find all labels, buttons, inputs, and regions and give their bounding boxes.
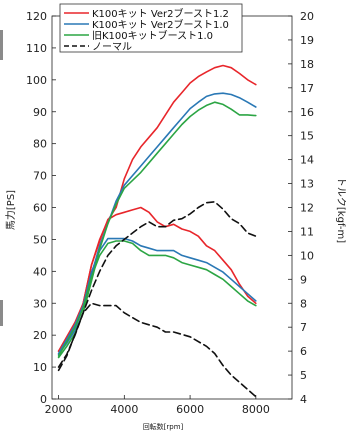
y-tick-label-left: 80	[33, 138, 47, 151]
plot-area	[51, 15, 293, 400]
y-tick-label-right: 11	[300, 225, 314, 238]
y-tick-label-left: 20	[33, 329, 47, 342]
y-tick-label-right: 4	[300, 393, 307, 406]
x-tick-label: 4000	[110, 403, 138, 416]
y-tick-label-left: 30	[33, 297, 47, 310]
y-tick-label-right: 17	[300, 82, 314, 95]
y-tick-label-right: 13	[300, 178, 314, 191]
y-tick-label-left: 90	[33, 106, 47, 119]
y-tick-label-left: 50	[33, 233, 47, 246]
y-tick-label-left: 120	[26, 10, 47, 23]
y-tick-label-right: 20	[300, 10, 314, 23]
legend-label: K100キット Ver2ブースト1.2	[92, 7, 229, 20]
y-axis-title-right: トルク[kgf-m]	[335, 177, 346, 243]
y-tick-label-right: 5	[300, 369, 307, 382]
y-tick-label-right: 18	[300, 58, 314, 71]
y-tick-label-right: 19	[300, 34, 314, 47]
left-edge-strip-bottom	[0, 300, 3, 326]
y-tick-label-left: 60	[33, 202, 47, 215]
y-tick-label-left: 110	[26, 42, 47, 55]
y-tick-label-right: 10	[300, 249, 314, 262]
x-axis-title: 回転数[rpm]	[143, 422, 184, 431]
y-tick-label-left: 70	[33, 170, 47, 183]
y-tick-label-right: 6	[300, 345, 307, 358]
series-3-torque-line	[57, 240, 257, 357]
y-tick-label-right: 14	[300, 154, 314, 167]
x-tick-label: 8000	[242, 403, 270, 416]
series-1-torque-line	[57, 206, 257, 352]
series-4-torque-line	[57, 302, 257, 398]
y-tick-label-right: 7	[300, 321, 307, 334]
axis-ticks: 2000 4000 6000 8000 0 10 20 30 40 50 60 70 80 90 100 11…	[26, 10, 314, 416]
legend-box	[59, 3, 243, 53]
series-2-torque-line	[57, 237, 257, 355]
y-tick-label-right: 15	[300, 130, 314, 143]
y-tick-label-right: 16	[300, 106, 314, 119]
y-tick-label-left: 40	[33, 265, 47, 278]
legend-label: 旧K100キットブースト1.0	[92, 29, 213, 42]
y-axis-title-left: 馬力[PS]	[4, 190, 17, 230]
legend-label: K100キット Ver2ブースト1.0	[92, 18, 229, 31]
y-tick-label-left: 0	[40, 393, 47, 406]
series-3-power-line	[57, 101, 257, 359]
legend-label: ノーマル	[92, 42, 132, 53]
x-tick-label: 2000	[45, 403, 73, 416]
y-tick-label-right: 9	[300, 273, 307, 286]
y-tick-label-right: 8	[300, 297, 307, 310]
y-tick-label-left: 100	[26, 74, 47, 87]
series-layer	[57, 64, 257, 398]
y-tick-label-right: 12	[300, 202, 314, 215]
series-4-power-line	[57, 201, 257, 368]
left-edge-strip-top	[0, 30, 3, 60]
x-tick-label: 6000	[176, 403, 204, 416]
y-tick-label-left: 10	[33, 361, 47, 374]
